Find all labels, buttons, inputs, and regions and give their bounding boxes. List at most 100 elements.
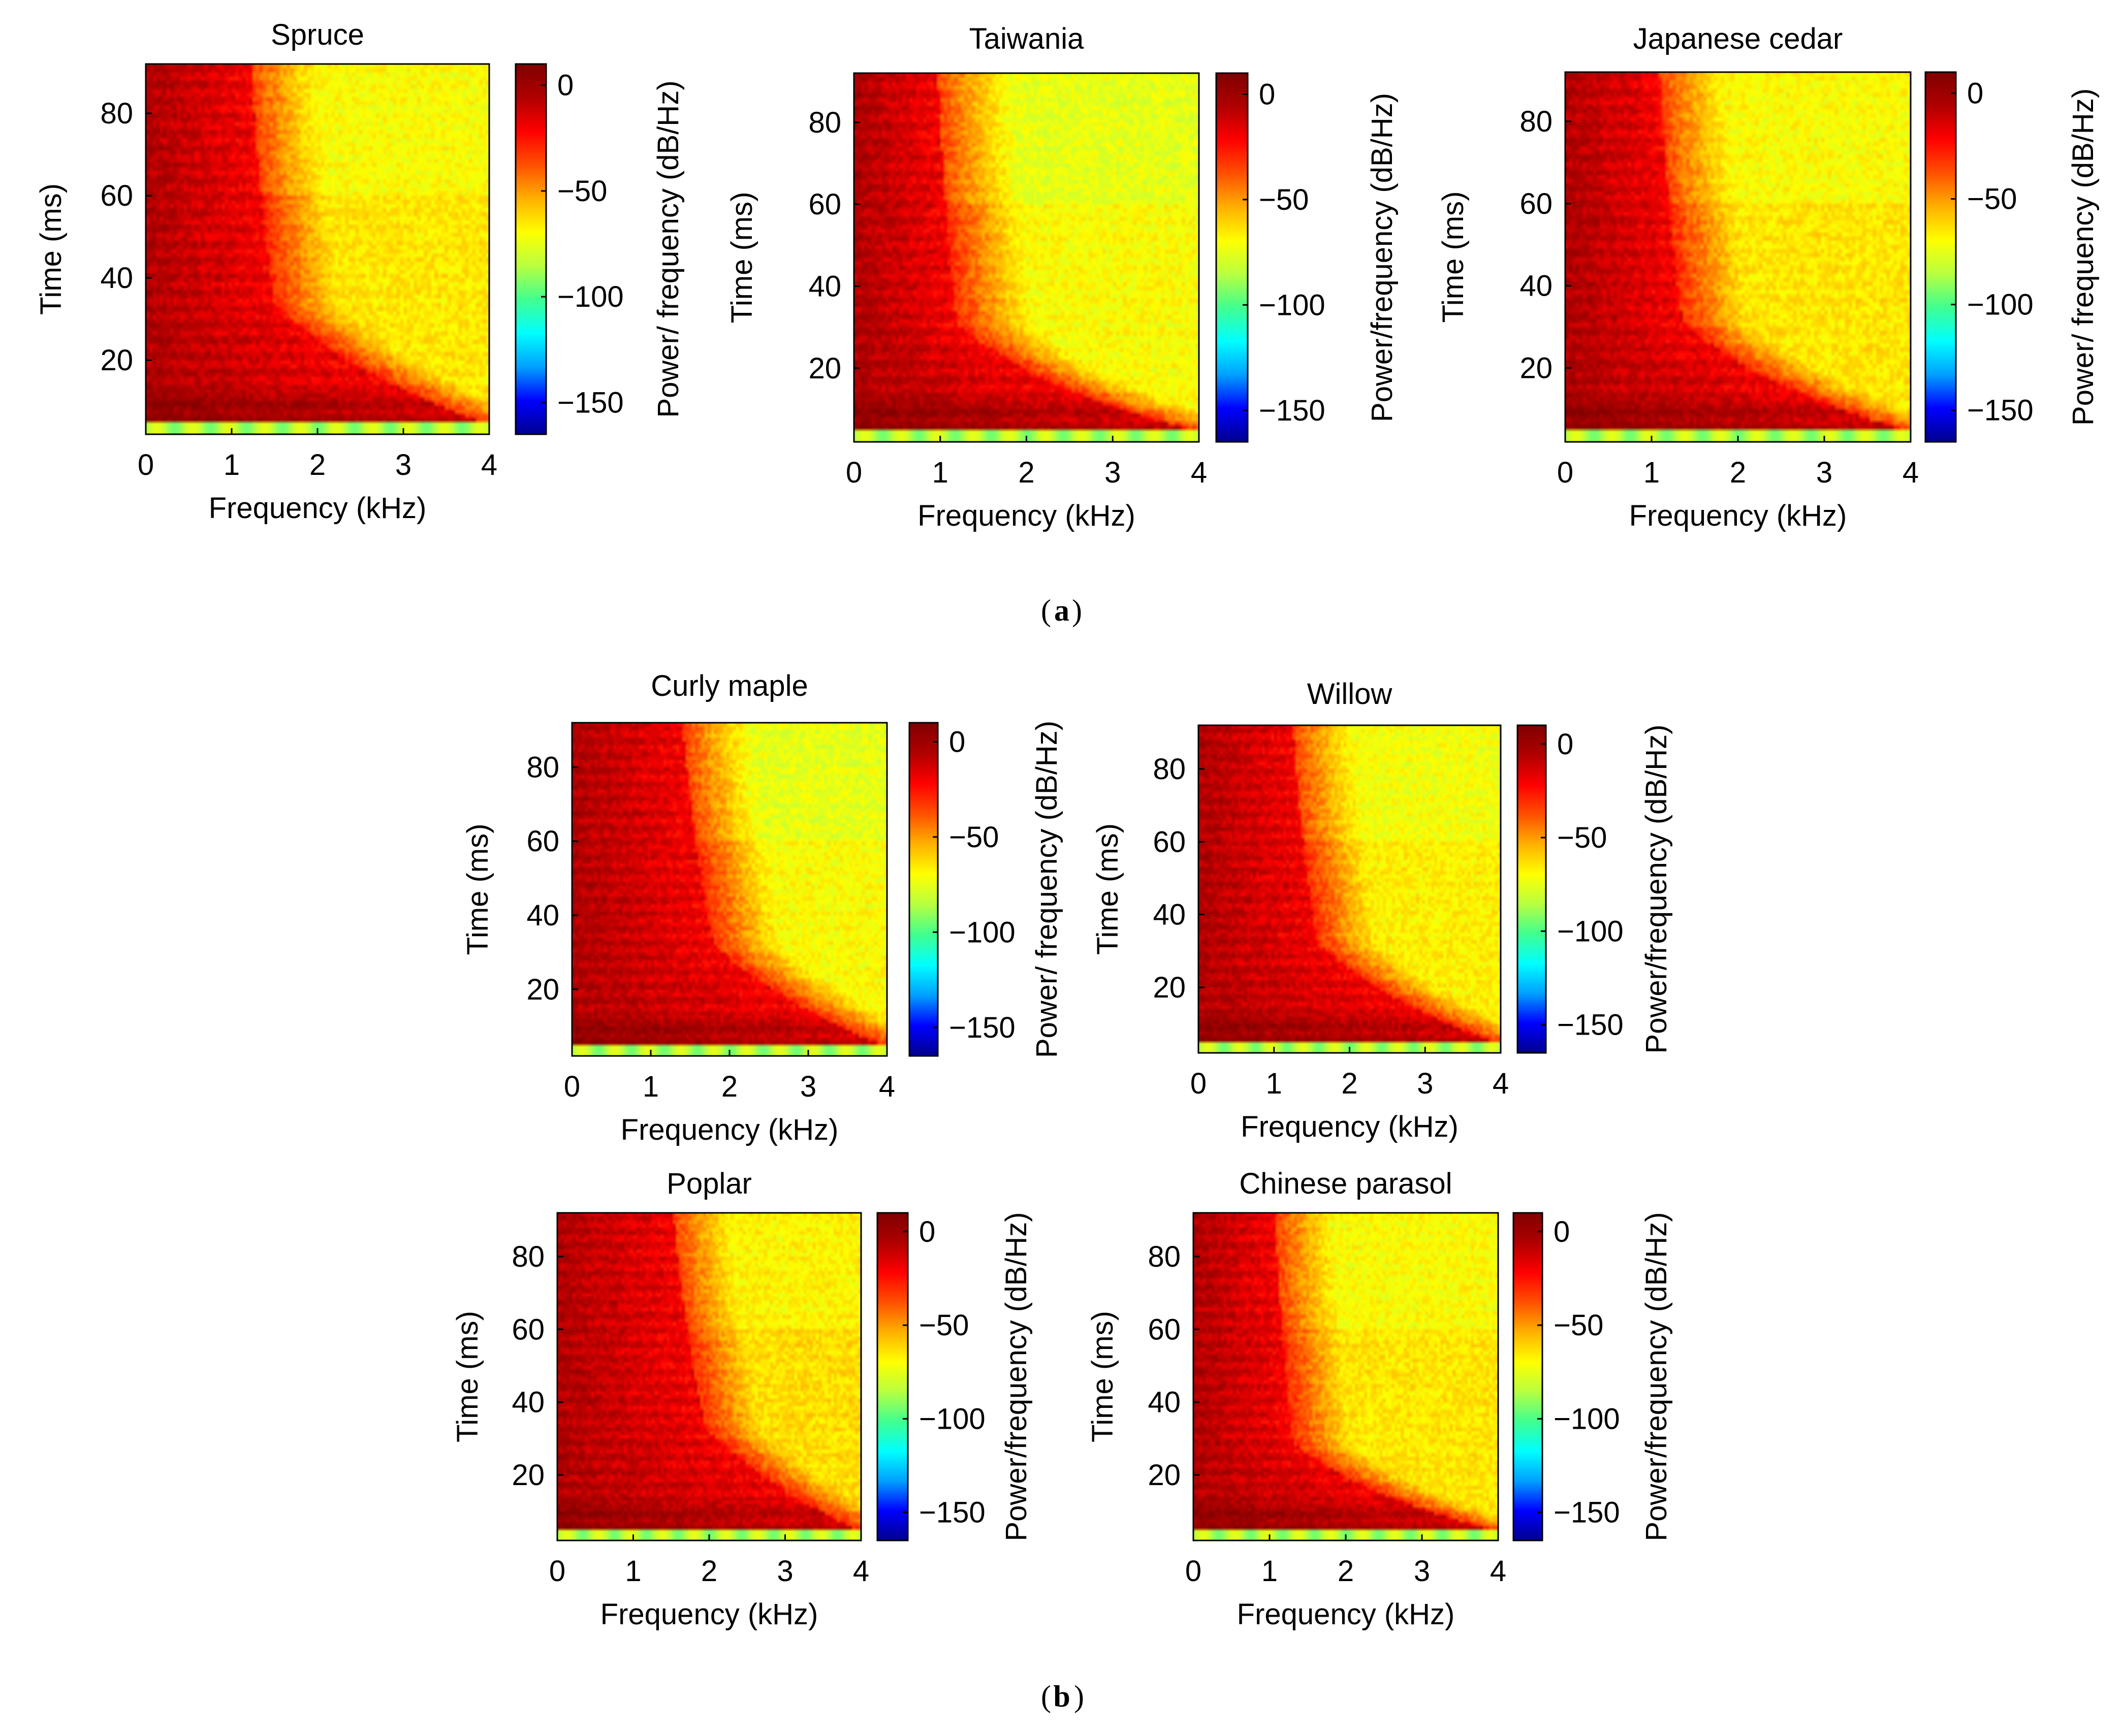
x-tick-label: 3 bbox=[1816, 456, 1832, 489]
x-tick-label: 0 bbox=[564, 1070, 580, 1103]
y-tick-label: 40 bbox=[1519, 270, 1552, 303]
x-tick-label: 3 bbox=[800, 1070, 816, 1103]
colorbar-tick-label: −50 bbox=[557, 175, 607, 208]
y-tick-label: 60 bbox=[1519, 187, 1552, 220]
x-tick-label: 3 bbox=[1104, 456, 1121, 489]
x-tick-label: 3 bbox=[1417, 1067, 1433, 1100]
panel-label-b-text: b bbox=[1053, 1680, 1070, 1713]
heatmap-spruce bbox=[146, 64, 489, 434]
x-tick-label: 0 bbox=[1185, 1555, 1201, 1588]
x-tick-label: 1 bbox=[1266, 1067, 1282, 1100]
y-tick-label: 80 bbox=[100, 97, 133, 130]
y-tick-label: 80 bbox=[1519, 105, 1552, 138]
plot-title: Chinese parasol bbox=[1239, 1167, 1452, 1200]
colorbar-tick-label: −100 bbox=[557, 280, 624, 313]
colorbar-tick-label: −150 bbox=[919, 1496, 986, 1529]
svg-text:): ) bbox=[1074, 1680, 1084, 1713]
colorbar-tick-label: −150 bbox=[949, 1011, 1016, 1044]
heatmap-japanese-cedar bbox=[1565, 72, 1911, 442]
x-tick-label: 3 bbox=[395, 448, 411, 481]
colorbar-tick-label: −50 bbox=[919, 1309, 969, 1342]
y-axis-label: Time (ms) bbox=[725, 192, 758, 324]
x-tick-label: 2 bbox=[1341, 1067, 1357, 1100]
y-tick-label: 40 bbox=[808, 270, 841, 303]
colorbar-tick-label: 0 bbox=[1554, 1215, 1570, 1248]
y-tick-label: 60 bbox=[526, 825, 559, 858]
y-tick-label: 60 bbox=[1153, 825, 1186, 858]
x-tick-label: 4 bbox=[1490, 1555, 1506, 1588]
colorbar-tick-label: −100 bbox=[1259, 288, 1325, 322]
y-tick-label: 60 bbox=[100, 179, 133, 212]
colorbar-tick-label: −150 bbox=[1557, 1009, 1624, 1042]
colorbar-tick-label: −100 bbox=[1967, 288, 2034, 322]
colorbar-tick-label: −50 bbox=[1259, 183, 1309, 216]
colorbar-tick-label: −100 bbox=[1557, 915, 1624, 948]
y-axis-label: Time (ms) bbox=[1437, 191, 1470, 323]
colorbar-tick-label: −150 bbox=[1967, 394, 2034, 427]
colorbar-frame bbox=[1516, 724, 1547, 1054]
x-tick-label: 1 bbox=[625, 1555, 641, 1588]
svg-text:(: ( bbox=[1041, 1680, 1051, 1713]
x-tick-label: 4 bbox=[1493, 1067, 1509, 1100]
y-axis-label: Time (ms) bbox=[461, 824, 494, 955]
y-tick-label: 40 bbox=[512, 1386, 545, 1419]
colorbar bbox=[1517, 725, 1546, 1053]
y-axis-label: Time (ms) bbox=[35, 183, 68, 315]
heatmap-curly-maple bbox=[572, 723, 887, 1056]
panel-label-a: ( a ) bbox=[1041, 594, 1082, 627]
svg-text:(: ( bbox=[1041, 594, 1051, 627]
y-tick-label: 20 bbox=[1153, 971, 1186, 1004]
x-axis-label: Frequency (kHz) bbox=[621, 1113, 839, 1146]
y-tick-label: 40 bbox=[526, 899, 559, 932]
x-tick-label: 4 bbox=[879, 1070, 895, 1103]
colorbar-tick-label: −100 bbox=[919, 1402, 986, 1435]
colorbar-label: Power/frequency (dB/Hz) bbox=[1640, 1212, 1673, 1541]
x-axis-label: Frequency (kHz) bbox=[600, 1598, 818, 1631]
x-tick-label: 0 bbox=[846, 456, 862, 489]
colorbar bbox=[1925, 72, 1956, 442]
plot-title: Taiwania bbox=[969, 22, 1084, 55]
colorbar bbox=[909, 723, 938, 1056]
spectrogram-willow: Willow 0 1 2 3 4 20 40 60 80 Frequency (kHz) Time (… bbox=[1091, 678, 1673, 1143]
x-tick-label: 0 bbox=[138, 448, 154, 481]
colorbar-tick-label: 0 bbox=[1967, 77, 1983, 110]
x-tick-label: 3 bbox=[777, 1555, 793, 1588]
spectrogram-poplar: Poplar 0 1 2 3 4 20 40 60 80 Frequency (kHz) Time (… bbox=[451, 1167, 1033, 1631]
colorbar-tick-label: −150 bbox=[1554, 1496, 1620, 1529]
y-tick-label: 60 bbox=[808, 188, 841, 221]
colorbar bbox=[516, 64, 546, 434]
y-tick-label: 20 bbox=[1148, 1459, 1181, 1492]
y-tick-label: 20 bbox=[512, 1459, 545, 1492]
heatmap-poplar bbox=[557, 1213, 861, 1540]
x-tick-label: 2 bbox=[1730, 456, 1746, 489]
y-tick-label: 80 bbox=[526, 751, 559, 784]
colorbar bbox=[877, 1213, 908, 1540]
y-tick-label: 60 bbox=[512, 1313, 545, 1346]
y-tick-label: 80 bbox=[1148, 1240, 1181, 1273]
y-tick-label: 60 bbox=[1148, 1313, 1181, 1346]
x-tick-label: 4 bbox=[1191, 456, 1207, 489]
plot-title: Japanese cedar bbox=[1633, 22, 1843, 55]
x-tick-label: 2 bbox=[721, 1070, 738, 1103]
x-tick-label: 1 bbox=[1261, 1555, 1278, 1588]
colorbar-tick-label: 0 bbox=[1259, 78, 1275, 111]
panel-label-b: ( b ) bbox=[1041, 1680, 1084, 1713]
colorbar-frame bbox=[1512, 1212, 1543, 1541]
x-tick-label: 2 bbox=[1338, 1555, 1354, 1588]
colorbar-label: Power/frequency (dB/Hz) bbox=[1000, 1212, 1033, 1541]
colorbar-tick-label: −50 bbox=[1557, 821, 1607, 854]
x-tick-label: 1 bbox=[224, 448, 240, 481]
y-tick-label: 20 bbox=[1519, 351, 1552, 384]
y-tick-label: 80 bbox=[1153, 753, 1186, 786]
heatmap-taiwania bbox=[854, 73, 1199, 442]
colorbar-label: Power/frequency (dB/Hz) bbox=[1366, 93, 1399, 422]
x-tick-label: 3 bbox=[1414, 1555, 1430, 1588]
spectrogram-curly-maple: Curly maple 0 1 2 3 4 20 40 60 80 Frequency (kHz) T… bbox=[461, 669, 1063, 1146]
colorbar-tick-label: −50 bbox=[1554, 1309, 1603, 1342]
colorbar-tick-label: −100 bbox=[949, 916, 1016, 949]
plot-title: Poplar bbox=[667, 1167, 752, 1200]
colorbar-label: Power/ frequency (dB/Hz) bbox=[2067, 88, 2100, 426]
y-tick-label: 20 bbox=[526, 973, 559, 1006]
y-axis-label: Time (ms) bbox=[1091, 823, 1124, 955]
